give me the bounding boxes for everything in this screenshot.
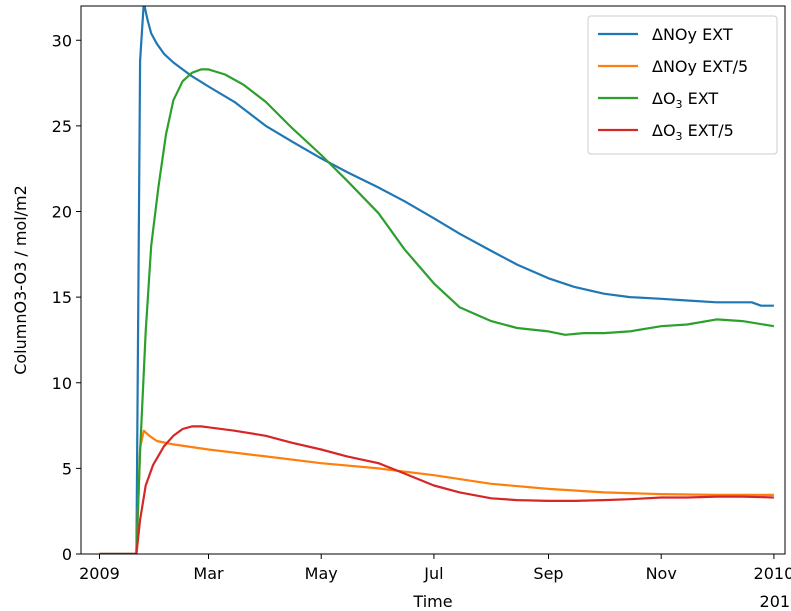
series-line-1 bbox=[99, 6, 774, 554]
legend-label-4: ΔO3 EXT/5 bbox=[652, 121, 734, 143]
x-tick-label: Mar bbox=[193, 564, 224, 583]
x-axis-offset-label: 2010 bbox=[760, 592, 791, 611]
legend-label-base: ΔO bbox=[652, 121, 676, 140]
x-tick-label: Jul bbox=[423, 564, 443, 583]
y-tick-label: 25 bbox=[52, 117, 72, 136]
legend-label-tail: EXT bbox=[683, 89, 719, 108]
legend-label-subscript: 3 bbox=[676, 130, 683, 143]
legend-label-1: ΔNOy EXT bbox=[652, 25, 733, 44]
x-tick-label: May bbox=[305, 564, 338, 583]
y-axis-label: ColumnO3-O3 / mol/m2 bbox=[11, 185, 30, 375]
y-tick-label: 0 bbox=[62, 545, 72, 564]
series-line-4 bbox=[99, 425, 774, 554]
y-tick-label: 30 bbox=[52, 31, 72, 50]
x-tick-label: 2009 bbox=[79, 564, 120, 583]
legend-label-base: ΔO bbox=[652, 89, 676, 108]
y-tick-label: 20 bbox=[52, 203, 72, 222]
x-axis-label: Time bbox=[412, 592, 452, 611]
y-tick-label: 15 bbox=[52, 288, 72, 307]
legend-box bbox=[587, 15, 778, 155]
x-tick-label: Sep bbox=[533, 564, 563, 583]
legend-label-subscript: 3 bbox=[676, 98, 683, 111]
series-line-3 bbox=[99, 68, 775, 554]
axes-frame bbox=[80, 5, 786, 555]
x-axis: 2009 Mar May Jul Sep Nov 2010 bbox=[79, 554, 791, 583]
legend-label-2: ΔNOy EXT/5 bbox=[652, 57, 748, 76]
legend-label-base: ΔNOy EXT bbox=[652, 25, 733, 44]
legend-label-base: ΔNOy EXT/5 bbox=[652, 57, 748, 76]
legend-label-tail: EXT/5 bbox=[683, 121, 734, 140]
y-tick-label: 5 bbox=[62, 459, 72, 478]
x-tick-label: Nov bbox=[646, 564, 677, 583]
y-tick-label: 10 bbox=[52, 374, 72, 393]
x-tick-label: 2010 bbox=[754, 564, 791, 583]
series-line-2 bbox=[99, 429, 774, 554]
legend-label-3: ΔO3 EXT bbox=[652, 89, 718, 111]
series-layer bbox=[99, 6, 775, 554]
y-axis: 0 5 10 15 20 25 30 bbox=[52, 31, 81, 564]
